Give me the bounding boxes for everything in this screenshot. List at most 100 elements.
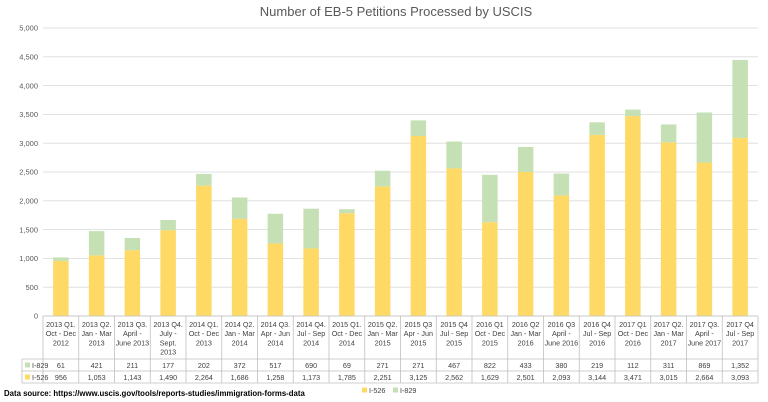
bar-i526 bbox=[53, 260, 69, 316]
y-tick-label: 1,000 bbox=[19, 254, 38, 263]
i829-value-label: 271 bbox=[412, 361, 424, 370]
category-label: 2016 Q2 Jan - Mar 2016 bbox=[510, 320, 541, 347]
i829-value-label: 61 bbox=[57, 361, 65, 370]
category-label: 2015 Q3 Apr - Jun 2015 bbox=[404, 320, 433, 347]
category-label: 2015 Q1. Oct - Dec 2014 bbox=[332, 320, 363, 347]
y-tick-label: 1,500 bbox=[19, 225, 38, 234]
legend-label-i829: I-829 bbox=[400, 386, 416, 395]
i829-value-label: 69 bbox=[343, 361, 351, 370]
category-label: 2013 Q4. July -Sept. 2013 bbox=[153, 320, 183, 357]
bar-i526 bbox=[303, 248, 319, 316]
i829-value-label: 517 bbox=[269, 361, 281, 370]
bar-i526 bbox=[696, 162, 713, 316]
category-label: 2014 Q1. Oct - Dec 2013 bbox=[189, 320, 220, 347]
y-tick-label: 4,000 bbox=[19, 81, 38, 90]
legend-label-i526: I-526 bbox=[369, 386, 385, 395]
i829-row-header: I-829 bbox=[32, 361, 48, 370]
category-label: 2016 Q3 April -June 2016 bbox=[545, 320, 579, 347]
i829-value-label: 219 bbox=[591, 361, 603, 370]
i526-value-label: 2,093 bbox=[552, 373, 570, 382]
bar-i829 bbox=[732, 59, 748, 138]
bar-i829 bbox=[231, 197, 248, 219]
bar-i829 bbox=[410, 120, 427, 136]
bar-i526 bbox=[553, 195, 570, 316]
i829-value-label: 177 bbox=[162, 361, 174, 370]
i526-value-label: 1,785 bbox=[338, 373, 356, 382]
bars bbox=[53, 59, 748, 316]
category-label: 2014 Q3. Apr - Jun 2014 bbox=[261, 320, 291, 347]
bar-i829 bbox=[446, 141, 462, 169]
bar-i526 bbox=[446, 168, 462, 316]
bar-i829 bbox=[374, 170, 391, 187]
i829-row-key bbox=[25, 362, 30, 368]
y-tick-label: 2,500 bbox=[19, 168, 38, 177]
i526-value-label: 3,093 bbox=[731, 373, 749, 382]
i526-value-label: 2,501 bbox=[517, 373, 535, 382]
category-label: 2017 Q4 Jul - Sep 2017 bbox=[726, 320, 754, 347]
i526-value-label: 1,053 bbox=[88, 373, 106, 382]
category-label: 2013 Q2. Jan - Mar 2013 bbox=[81, 320, 112, 347]
i829-value-label: 869 bbox=[698, 361, 710, 370]
category-label: 2013 Q1. Oct - Dec 2012 bbox=[46, 320, 77, 347]
bar-i526 bbox=[374, 186, 391, 316]
bar-i526 bbox=[160, 230, 176, 316]
bar-i526 bbox=[625, 116, 641, 316]
bar-i526 bbox=[196, 185, 212, 316]
category-label: 2014 Q4. Jul - Sep 2014 bbox=[296, 320, 326, 347]
bar-i829 bbox=[589, 122, 605, 135]
bar-i526 bbox=[88, 255, 105, 316]
i829-value-label: 311 bbox=[663, 361, 674, 370]
i829-value-label: 380 bbox=[555, 361, 567, 370]
bar-i829 bbox=[124, 238, 141, 251]
bar-i526 bbox=[124, 250, 141, 316]
category-label: 2013 Q3. April -June 2013 bbox=[116, 320, 150, 347]
bar-i526 bbox=[732, 137, 748, 316]
category-label: 2015 Q4 Jul - Sep 2015 bbox=[440, 320, 468, 347]
gridlines bbox=[43, 27, 758, 317]
bar-i829 bbox=[553, 173, 570, 196]
y-axis: 0 500 1,000 1,500 2,000 2,500 3,000 3,500 4,000 4… bbox=[19, 24, 38, 321]
category-label: 2015 Q2. Jan - Mar 2015 bbox=[367, 320, 398, 347]
bar-i829 bbox=[196, 173, 212, 186]
chart-title: Number of EB-5 Petitions Processed by US… bbox=[260, 4, 533, 19]
bar-i526 bbox=[482, 222, 498, 316]
i829-value-label: 211 bbox=[127, 361, 138, 370]
i526-row-header: I-526 bbox=[32, 373, 48, 382]
i526-value-label: 1,686 bbox=[231, 373, 249, 382]
legend-swatch-i526 bbox=[362, 387, 367, 393]
bar-i526 bbox=[339, 213, 355, 316]
i829-value-label: 467 bbox=[448, 361, 460, 370]
bar-i526 bbox=[517, 171, 534, 316]
i526-value-label: 2,251 bbox=[374, 373, 392, 382]
bar-i829 bbox=[625, 109, 641, 117]
category-label: 2017 Q3. April -June 2017 bbox=[688, 320, 722, 347]
i829-value-label: 372 bbox=[234, 361, 246, 370]
i829-value-label: 271 bbox=[377, 361, 389, 370]
i829-value-label: 690 bbox=[305, 361, 317, 370]
bar-i526 bbox=[660, 142, 677, 316]
i526-value-label: 3,471 bbox=[624, 373, 642, 382]
bar-i829 bbox=[267, 213, 284, 244]
bar-i829 bbox=[53, 257, 69, 261]
i829-value-label: 433 bbox=[520, 361, 532, 370]
i526-value-label: 2,264 bbox=[195, 373, 213, 382]
y-tick-label: 5,000 bbox=[19, 24, 38, 33]
bar-i526 bbox=[231, 218, 248, 316]
bar-i829 bbox=[517, 147, 534, 172]
i526-value-label: 3,144 bbox=[588, 373, 606, 382]
y-tick-label: 2,000 bbox=[19, 197, 38, 206]
i526-value-label: 2,664 bbox=[695, 373, 713, 382]
bar-i829 bbox=[339, 209, 355, 214]
i829-value-label: 112 bbox=[627, 361, 638, 370]
i829-value-label: 421 bbox=[91, 361, 103, 370]
bar-i829 bbox=[696, 112, 713, 163]
i526-row-key bbox=[25, 374, 30, 380]
y-tick-label: 500 bbox=[25, 283, 38, 292]
y-tick-label: 3,000 bbox=[19, 139, 38, 148]
i526-value-label: 1,173 bbox=[302, 373, 320, 382]
bar-i526 bbox=[410, 136, 427, 316]
i526-value-label: 1,629 bbox=[481, 373, 499, 382]
category-label: 2014 Q2. Jan - Mar 2014 bbox=[224, 320, 255, 347]
category-label: 2016 Q4 Jul - Sep 2016 bbox=[583, 320, 611, 347]
